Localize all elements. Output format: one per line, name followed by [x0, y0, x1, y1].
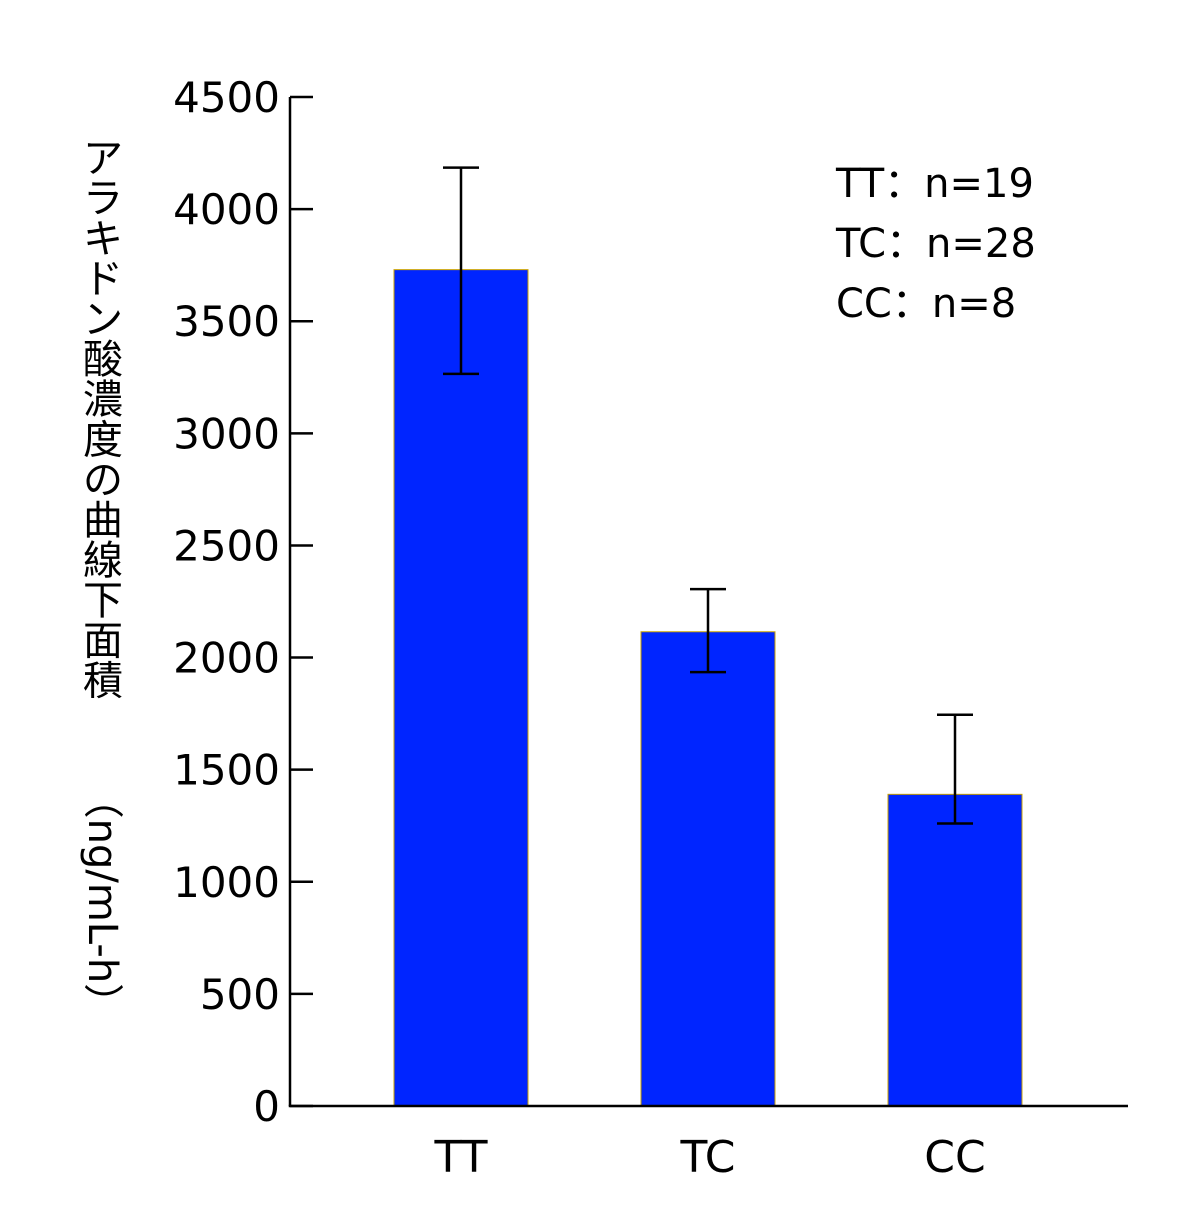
x-tick-label-tc: TC [679, 1132, 735, 1183]
y-tick-label: 1000 [173, 858, 280, 907]
y-axis-label-char: 濃 [83, 377, 123, 423]
legend-annotations: TT：n=19 TC：n=28 CC：n=8 [835, 161, 1036, 327]
y-tick-label: 0 [253, 1082, 280, 1131]
y-axis-label-char: 面 [83, 618, 123, 664]
y-tick-label: 3500 [173, 297, 280, 346]
y-axis-label-char: ラ [83, 176, 123, 222]
bar-tt [393, 269, 529, 1107]
bar-cc [887, 793, 1023, 1107]
y-axis-label-char: 酸 [83, 337, 123, 383]
axes-group [288, 97, 1128, 1108]
y-tick-label: 2500 [173, 521, 280, 570]
x-tick-label-cc: CC [924, 1132, 985, 1183]
x-labels-group: TT TC CC [434, 1132, 986, 1183]
bar-tc [640, 631, 776, 1107]
error-bar-cc [937, 713, 973, 825]
error-bars-group [443, 166, 973, 825]
y-tick-label: 1500 [173, 746, 280, 795]
bars-group [393, 269, 1023, 1107]
y-axis-label-char: ア [83, 136, 123, 182]
y-tick-label: 500 [200, 970, 280, 1019]
error-bar-tt [443, 166, 479, 376]
y-tick-label: 4000 [173, 185, 280, 234]
y-ticks-group: 0 500 1000 1500 2000 2500 3000 3500 4000 4500 [173, 73, 313, 1131]
y-axis-label-char: 曲 [83, 498, 123, 544]
x-tick-label-tt: TT [434, 1132, 488, 1183]
y-tick-label: 3000 [173, 409, 280, 458]
legend-annotation-3: CC：n=8 [836, 281, 1016, 327]
y-tick-label: 4500 [173, 73, 280, 122]
y-axis-label-unit: （ng/mL-h） [79, 779, 125, 1024]
y-axis-label-char: 線 [83, 538, 123, 584]
y-axis-label-char: ド [83, 257, 123, 303]
y-axis-label-char: キ [83, 216, 123, 262]
y-tick-label: 2000 [173, 634, 280, 683]
y-axis-label-char: 下 [83, 578, 123, 624]
error-bar-tc [690, 587, 726, 674]
y-axis-label-char: 度 [83, 417, 123, 463]
legend-annotation-2: TC：n=28 [835, 221, 1036, 267]
y-axis-label-char: の [83, 458, 123, 504]
y-axis-label-char: 積 [83, 659, 123, 705]
y-axis-label-char: ン [83, 297, 123, 343]
legend-annotation-1: TT：n=19 [835, 161, 1034, 207]
